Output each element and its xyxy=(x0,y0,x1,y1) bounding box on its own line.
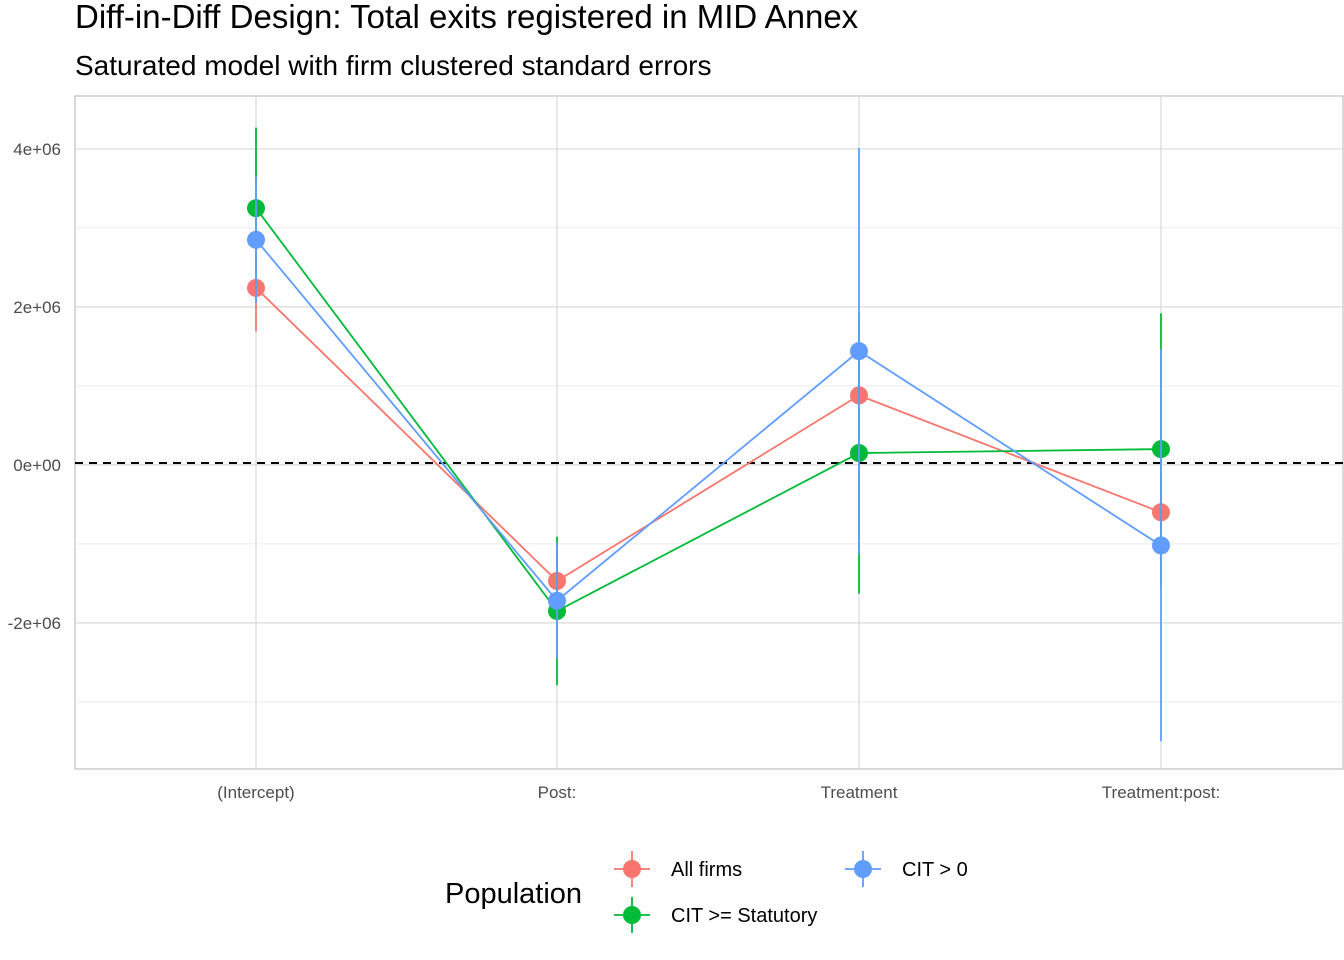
chart-subtitle: Saturated model with firm clustered stan… xyxy=(75,50,712,81)
series-line xyxy=(255,239,1162,603)
legend: Population All firms CIT >= Statutory CIT … xyxy=(445,851,968,933)
data-point xyxy=(850,342,868,361)
y-axis: 4e+06 2e+06 0e+00 -2e+06 xyxy=(8,140,61,633)
legend-label: CIT >= Statutory xyxy=(671,905,817,927)
x-tick-label: Treatment:post: xyxy=(1102,783,1220,802)
legend-key-point xyxy=(623,906,641,924)
legend-key-point xyxy=(854,860,872,878)
plot-panel xyxy=(74,95,1344,770)
x-axis: (Intercept) Post: Treatment Treatment:post: xyxy=(217,783,1220,802)
legend-items: All firms CIT >= Statutory CIT > 0 xyxy=(614,851,968,933)
y-tick-label: 4e+06 xyxy=(13,140,61,159)
legend-item: CIT > 0 xyxy=(845,851,968,887)
series-group xyxy=(247,148,1170,742)
y-tick-label: -2e+06 xyxy=(8,614,61,633)
x-tick-label: Post: xyxy=(538,783,577,802)
chart-title: Diff-in-Diff Design: Total exits registe… xyxy=(75,0,859,35)
x-tick-label: (Intercept) xyxy=(217,783,294,802)
series-line xyxy=(255,207,1162,613)
legend-item: CIT >= Statutory xyxy=(614,897,817,933)
series-group xyxy=(247,244,1170,617)
y-tick-label: 0e+00 xyxy=(13,456,61,475)
legend-key-point xyxy=(623,860,641,878)
legend-title: Population xyxy=(445,878,582,910)
x-tick-label: Treatment xyxy=(821,783,898,802)
series-line xyxy=(255,287,1162,583)
legend-item: All firms xyxy=(614,851,742,887)
series-layer xyxy=(247,127,1170,742)
data-point xyxy=(1152,536,1170,555)
legend-label: All firms xyxy=(671,859,742,881)
y-tick-label: 2e+06 xyxy=(13,298,61,317)
series-group xyxy=(247,127,1170,686)
plot-border xyxy=(74,95,1344,770)
grid xyxy=(75,96,1343,769)
data-point xyxy=(548,591,566,610)
legend-label: CIT > 0 xyxy=(902,859,968,881)
data-point xyxy=(247,230,265,249)
